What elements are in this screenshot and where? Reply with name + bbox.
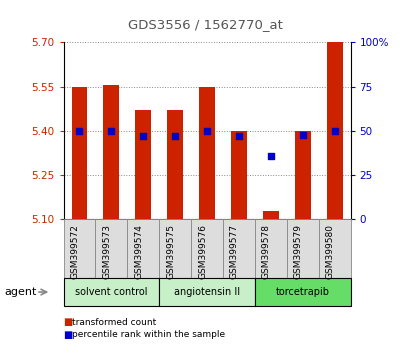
Text: GSM399578: GSM399578 [261, 224, 270, 279]
Point [203, 128, 210, 134]
Text: transformed count: transformed count [72, 318, 155, 327]
Text: solvent control: solvent control [75, 287, 147, 297]
Text: GSM399576: GSM399576 [198, 224, 207, 279]
Text: GSM399575: GSM399575 [166, 224, 175, 279]
Text: GDS3556 / 1562770_at: GDS3556 / 1562770_at [127, 18, 282, 31]
Bar [294, 131, 310, 219]
Bar [167, 110, 183, 219]
Text: percentile rank within the sample: percentile rank within the sample [72, 330, 224, 339]
Text: GSM399574: GSM399574 [134, 224, 143, 279]
Text: GSM399579: GSM399579 [293, 224, 302, 279]
Text: ■: ■ [63, 317, 73, 327]
Point [235, 133, 242, 139]
Point [267, 153, 274, 159]
Bar [135, 110, 151, 219]
Point [171, 133, 178, 139]
Point [76, 128, 83, 134]
Bar [103, 85, 119, 219]
Text: GSM399580: GSM399580 [325, 224, 334, 279]
Point [108, 128, 115, 134]
Text: GSM399572: GSM399572 [70, 224, 79, 279]
Text: torcetrapib: torcetrapib [275, 287, 329, 297]
Bar [199, 87, 214, 219]
Text: GSM399577: GSM399577 [229, 224, 238, 279]
Bar [71, 87, 87, 219]
Text: ■: ■ [63, 330, 73, 339]
Text: angiotensin II: angiotensin II [173, 287, 240, 297]
Text: agent: agent [4, 287, 36, 297]
Bar [262, 211, 278, 219]
Point [330, 128, 337, 134]
Bar [326, 42, 342, 219]
Point [299, 132, 305, 137]
Point [139, 133, 146, 139]
Bar [230, 131, 246, 219]
Text: GSM399573: GSM399573 [102, 224, 111, 279]
